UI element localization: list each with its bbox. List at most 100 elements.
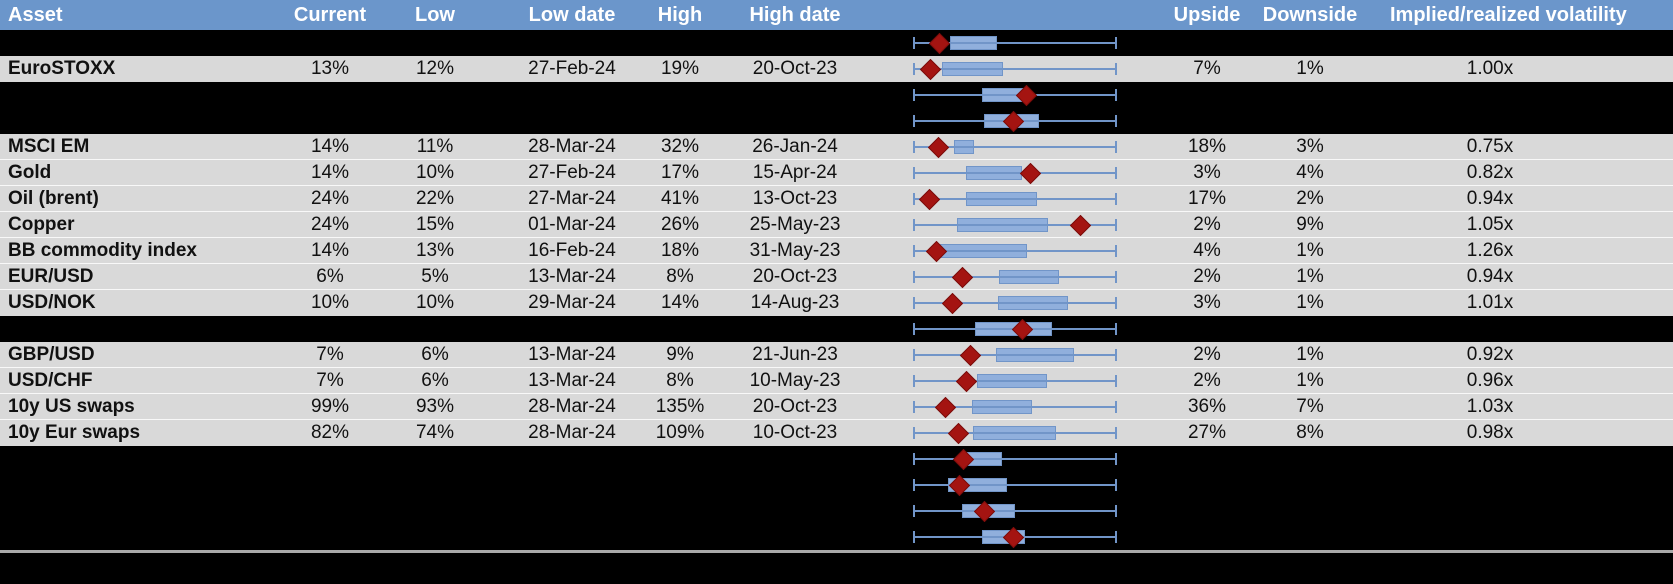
- high-cell[interactable]: 19%: [660, 58, 700, 79]
- low-date-cell[interactable]: 28-Mar-24: [528, 396, 616, 417]
- low-cell[interactable]: 22%: [415, 188, 455, 209]
- implied-realized-cell[interactable]: 1.26x: [1466, 240, 1514, 261]
- current-cell[interactable]: 24%: [310, 188, 350, 209]
- upside-cell[interactable]: 3%: [1193, 292, 1221, 313]
- downside-cell[interactable]: 1%: [1296, 266, 1324, 287]
- downside-cell[interactable]: 1%: [1296, 292, 1324, 313]
- high-date-cell[interactable]: 26-Jan-24: [752, 136, 838, 157]
- asset-cell[interactable]: 10y US swaps: [8, 396, 135, 417]
- low-cell[interactable]: 15%: [415, 214, 455, 235]
- high-date-cell[interactable]: 10-May-23: [749, 370, 841, 391]
- downside-cell[interactable]: 1%: [1296, 370, 1324, 391]
- low-cell[interactable]: 5%: [421, 266, 449, 287]
- high-cell[interactable]: 109%: [655, 422, 705, 443]
- header-cell-upside[interactable]: Upside: [1173, 4, 1241, 26]
- high-cell[interactable]: 8%: [666, 370, 694, 391]
- low-date-cell[interactable]: 29-Mar-24: [528, 292, 616, 313]
- current-cell[interactable]: 14%: [310, 136, 350, 157]
- asset-cell[interactable]: MSCI EM: [8, 136, 90, 157]
- low-cell[interactable]: 10%: [415, 292, 455, 313]
- downside-cell[interactable]: 8%: [1296, 422, 1324, 443]
- asset-cell[interactable]: Gold: [8, 162, 52, 183]
- downside-cell[interactable]: 1%: [1296, 240, 1324, 261]
- high-date-cell[interactable]: 10-Oct-23: [752, 422, 838, 443]
- upside-cell[interactable]: 4%: [1193, 240, 1221, 261]
- high-cell[interactable]: 14%: [660, 292, 700, 313]
- low-date-cell[interactable]: 01-Mar-24: [528, 214, 616, 235]
- header-cell-current[interactable]: Current: [293, 4, 367, 26]
- current-cell[interactable]: 82%: [310, 422, 350, 443]
- upside-cell[interactable]: 2%: [1193, 370, 1221, 391]
- high-date-cell[interactable]: 20-Oct-23: [752, 396, 838, 417]
- low-cell[interactable]: 10%: [415, 162, 455, 183]
- high-date-cell[interactable]: 20-Oct-23: [752, 58, 838, 79]
- low-date-cell[interactable]: 13-Mar-24: [528, 370, 616, 391]
- high-cell[interactable]: 18%: [660, 240, 700, 261]
- low-cell[interactable]: 11%: [416, 136, 454, 157]
- header-cell-downside[interactable]: Downside: [1262, 4, 1358, 26]
- asset-cell[interactable]: USD/NOK: [8, 292, 96, 313]
- upside-cell[interactable]: 7%: [1193, 58, 1221, 79]
- upside-cell[interactable]: 17%: [1187, 188, 1227, 209]
- implied-realized-cell[interactable]: 0.94x: [1466, 188, 1514, 209]
- asset-cell[interactable]: EuroSTOXX: [8, 58, 116, 79]
- implied-realized-cell[interactable]: 1.03x: [1466, 396, 1514, 417]
- low-date-cell[interactable]: 16-Feb-24: [528, 240, 616, 261]
- current-cell[interactable]: 10%: [310, 292, 350, 313]
- asset-cell[interactable]: BB commodity index: [8, 240, 197, 261]
- asset-cell[interactable]: EUR/USD: [8, 266, 94, 287]
- low-cell[interactable]: 13%: [415, 240, 455, 261]
- low-cell[interactable]: 93%: [415, 396, 455, 417]
- header-cell-implied-realized[interactable]: Implied/realized volatility: [1390, 4, 1627, 26]
- implied-realized-cell[interactable]: 0.75x: [1466, 136, 1514, 157]
- low-date-cell[interactable]: 27-Feb-24: [528, 58, 616, 79]
- high-date-cell[interactable]: 14-Aug-23: [750, 292, 840, 313]
- current-cell[interactable]: 13%: [310, 58, 350, 79]
- high-date-cell[interactable]: 15-Apr-24: [752, 162, 838, 183]
- high-cell[interactable]: 8%: [666, 266, 694, 287]
- high-cell[interactable]: 26%: [660, 214, 700, 235]
- implied-realized-cell[interactable]: 1.00x: [1466, 58, 1514, 79]
- implied-realized-cell[interactable]: 1.05x: [1466, 214, 1514, 235]
- current-cell[interactable]: 14%: [310, 240, 350, 261]
- upside-cell[interactable]: 2%: [1193, 266, 1221, 287]
- low-date-cell[interactable]: 28-Mar-24: [528, 136, 616, 157]
- implied-realized-cell[interactable]: 1.01x: [1466, 292, 1514, 313]
- header-cell-low[interactable]: Low: [415, 4, 455, 26]
- upside-cell[interactable]: 2%: [1193, 214, 1221, 235]
- high-date-cell[interactable]: 13-Oct-23: [752, 188, 838, 209]
- current-cell[interactable]: 24%: [310, 214, 350, 235]
- high-date-cell[interactable]: 21-Jun-23: [752, 344, 838, 365]
- asset-cell[interactable]: 10y Eur swaps: [8, 422, 141, 443]
- high-cell[interactable]: 32%: [660, 136, 700, 157]
- implied-realized-cell[interactable]: 0.96x: [1466, 370, 1514, 391]
- low-date-cell[interactable]: 28-Mar-24: [528, 422, 616, 443]
- low-cell[interactable]: 6%: [421, 370, 449, 391]
- downside-cell[interactable]: 9%: [1296, 214, 1324, 235]
- asset-cell[interactable]: Oil (brent): [8, 188, 99, 209]
- high-cell[interactable]: 17%: [660, 162, 700, 183]
- implied-realized-cell[interactable]: 0.82x: [1466, 162, 1514, 183]
- current-cell[interactable]: 99%: [310, 396, 350, 417]
- upside-cell[interactable]: 3%: [1193, 162, 1221, 183]
- implied-realized-cell[interactable]: 0.92x: [1466, 344, 1514, 365]
- asset-cell[interactable]: USD/CHF: [8, 370, 93, 391]
- high-date-cell[interactable]: 25-May-23: [749, 214, 841, 235]
- current-cell[interactable]: 14%: [310, 162, 350, 183]
- upside-cell[interactable]: 27%: [1187, 422, 1227, 443]
- downside-cell[interactable]: 3%: [1296, 136, 1324, 157]
- asset-cell[interactable]: Copper: [8, 214, 75, 235]
- upside-cell[interactable]: 2%: [1193, 344, 1221, 365]
- low-cell[interactable]: 6%: [421, 344, 449, 365]
- downside-cell[interactable]: 1%: [1296, 344, 1324, 365]
- high-date-cell[interactable]: 20-Oct-23: [752, 266, 838, 287]
- header-cell-asset[interactable]: Asset: [8, 4, 63, 26]
- current-cell[interactable]: 7%: [316, 344, 344, 365]
- downside-cell[interactable]: 1%: [1296, 58, 1324, 79]
- implied-realized-cell[interactable]: 0.98x: [1466, 422, 1514, 443]
- low-cell[interactable]: 12%: [415, 58, 455, 79]
- implied-realized-cell[interactable]: 0.94x: [1466, 266, 1514, 287]
- high-date-cell[interactable]: 31-May-23: [749, 240, 841, 261]
- upside-cell[interactable]: 18%: [1187, 136, 1227, 157]
- high-cell[interactable]: 9%: [666, 344, 694, 365]
